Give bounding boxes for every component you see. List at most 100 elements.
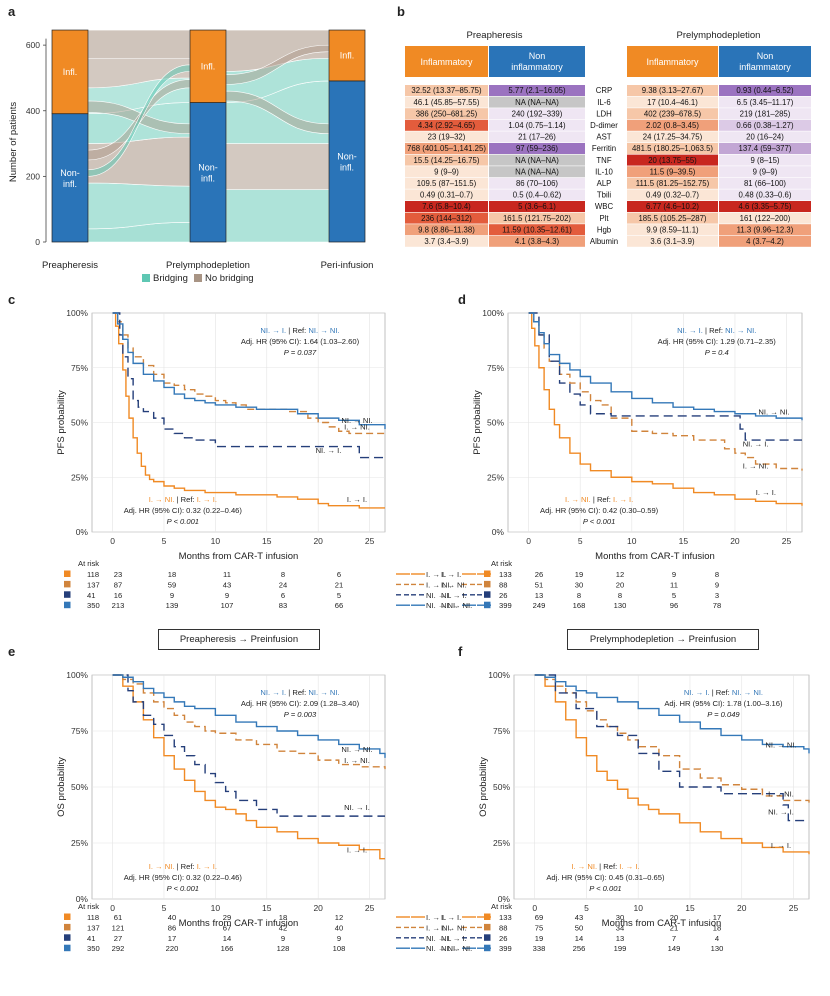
b-cell-bg-noninflammatory (489, 212, 585, 224)
b-cell-inflammatory: 481.5 (180.25–1,063.5) (632, 144, 713, 153)
b-marker-label: D-dimer (590, 121, 618, 130)
km-y-tick-label: 75% (493, 726, 510, 736)
a-y-tick-label: 400 (26, 106, 40, 116)
b-cell-bg-inflammatory (405, 224, 488, 236)
b-cell-inflammatory: 7.6 (5.8–10.4) (422, 202, 471, 211)
km-y-axis-title: OS probability (56, 757, 67, 817)
b-cell-inflammatory: 24 (17.25–34.75) (643, 133, 703, 142)
panel-letter-b: b (397, 4, 405, 19)
km-annot-bottom-title: I. → NI. | Ref: I. → I. (149, 862, 217, 871)
km-at-risk-count: 137 (87, 580, 100, 589)
km-annot-top-title: NI. → I. | Ref: NI. → NI. (684, 688, 763, 697)
b-cell-inflammatory: 9.8 (8.86–11.38) (418, 225, 475, 234)
km-at-risk-count: 16 (114, 591, 122, 600)
km-annot-bottom-title: I. → NI. | Ref: I. → I. (565, 495, 633, 504)
b-cell-bg-inflammatory (627, 166, 718, 178)
b-cell-bg-noninflammatory (489, 131, 585, 143)
km-at-risk-count: 20 (670, 913, 678, 922)
b-cell-noninflammatory: 5 (3.6–6.1) (518, 202, 556, 211)
km-at-risk-count: 23 (114, 570, 122, 579)
b-cell-bg-noninflammatory (489, 143, 585, 154)
km-annot-top-hr: Adj. HR (95% CI): 1.78 (1.00–3.16) (664, 699, 783, 708)
panel-letter-d: d (458, 292, 466, 307)
km-annot-bottom-p: P < 0.001 (167, 517, 199, 526)
km-at-risk-count: 137 (87, 923, 100, 932)
km-curve-label: NI. → I. (768, 808, 794, 817)
km-x-tick-label: 15 (262, 536, 272, 546)
km-at-risk-count: 199 (614, 944, 627, 953)
km-y-tick-label: 100% (482, 308, 504, 318)
km-y-tick-label: 75% (71, 726, 88, 736)
km-at-risk-swatch (64, 591, 71, 598)
b-header-inflammatory-text: Inflammatory (420, 57, 473, 67)
km-at-risk-swatch (64, 944, 71, 952)
km-curve-label: I. → I. (756, 488, 776, 497)
b-cell-inflammatory: 9.9 (8.59–11.1) (646, 225, 699, 234)
b-header-noninflammatory-text: Non inflammatory (739, 51, 791, 72)
b-cell-inflammatory: 386 (250–681.25) (416, 109, 478, 118)
km-curve-label: NI. → NI. (758, 407, 789, 416)
b-cell-bg-noninflammatory (489, 224, 585, 236)
km-annot-bottom-p: P < 0.001 (583, 517, 615, 526)
km-at-risk-count: 9 (715, 580, 719, 589)
km-at-risk-count: 8 (577, 591, 581, 600)
km-at-risk-count: 9 (281, 934, 285, 943)
km-at-risk-count: 86 (168, 923, 176, 932)
km-x-tick-label: 25 (365, 903, 375, 913)
km-at-risk-count: 17 (713, 913, 721, 922)
a-bar-label-infl: Infl. (63, 67, 78, 77)
km-annot-bottom-hr: Adj. HR (95% CI): 0.32 (0.22–0.46) (124, 873, 243, 882)
km-at-risk-count: 26 (499, 934, 507, 943)
km-curve-ii (534, 674, 810, 855)
b-cell-noninflammatory: 20 (16–24) (746, 133, 784, 142)
b-marker-label: ALP (597, 179, 612, 188)
km-annot-top-p: P = 0.4 (705, 348, 729, 357)
km-curve-nini (528, 312, 803, 421)
km-annot-top-hr: Adj. HR (95% CI): 2.09 (1.28–3.40) (241, 699, 360, 708)
b-header-inflammatory (405, 46, 488, 77)
b-cell-bg-inflammatory (405, 85, 488, 96)
a-bar-noninflammatory (328, 80, 366, 243)
km-x-axis-title: Months from CAR-T infusion (595, 551, 715, 562)
km-at-risk-count: 42 (279, 923, 287, 932)
b-header-inflammatory-text: Inflammatory (646, 57, 699, 67)
a-flows (87, 29, 330, 243)
km-panel-f: 0 5 10 15 20 25 0% 25% 50% 75% 100% OS probability M… (411, 670, 810, 953)
km-at-risk-legend-label: NI. → NI. (426, 601, 457, 610)
a-bar-noninflammatory (189, 102, 227, 243)
km-y-tick-label: 0% (76, 527, 89, 537)
km-y-tick-label: 50% (71, 418, 88, 428)
b-cell-bg-noninflammatory (719, 131, 811, 143)
km-at-risk-legend-label: I. → I. (441, 913, 461, 922)
km-y-tick-label: 0% (498, 894, 511, 904)
b-marker-label: Albumin (590, 237, 618, 246)
b-cell-noninflammatory: NA (NA–NA) (515, 156, 559, 165)
km-at-risk-count: 88 (499, 923, 507, 932)
km-at-risk-count: 4 (715, 934, 719, 943)
km-at-risk-count: 20 (616, 580, 624, 589)
km-at-risk-count: 66 (335, 601, 343, 610)
b-cell-inflammatory: 3.6 (3.1–3.9) (650, 237, 695, 246)
b-cell-inflammatory: 32.52 (13.37–85.75) (411, 86, 482, 95)
b-cell-bg-inflammatory (405, 154, 488, 166)
b-cell-inflammatory: 768 (401.05–1,141.25) (407, 144, 486, 153)
km-y-tick-label: 100% (488, 670, 510, 680)
km-curve-ini (112, 674, 386, 770)
km-x-tick-label: 10 (627, 536, 637, 546)
b-cell-noninflammatory: 97 (59–236) (516, 144, 558, 153)
b-marker-label: WBC (595, 202, 614, 211)
km-at-risk-count: 43 (575, 913, 583, 922)
b-cell-bg-noninflammatory (719, 108, 811, 120)
a-y-tick-label: 600 (26, 40, 40, 50)
km-at-risk-count: 9 (225, 591, 229, 600)
b-cell-bg-inflammatory (405, 119, 488, 131)
b-cell-inflammatory: 3.7 (3.4–3.9) (424, 237, 469, 246)
km-at-risk-count: 350 (87, 944, 100, 953)
b-cell-bg-inflammatory (627, 235, 718, 247)
km-y-tick-label: 0% (492, 527, 505, 537)
km-curve-nini (112, 674, 386, 758)
section-label-left: Preapheresis → Preinfusion (158, 629, 320, 650)
km-at-risk-legend-label: I. → NI. (441, 923, 467, 932)
km-curve-nini (112, 312, 386, 430)
